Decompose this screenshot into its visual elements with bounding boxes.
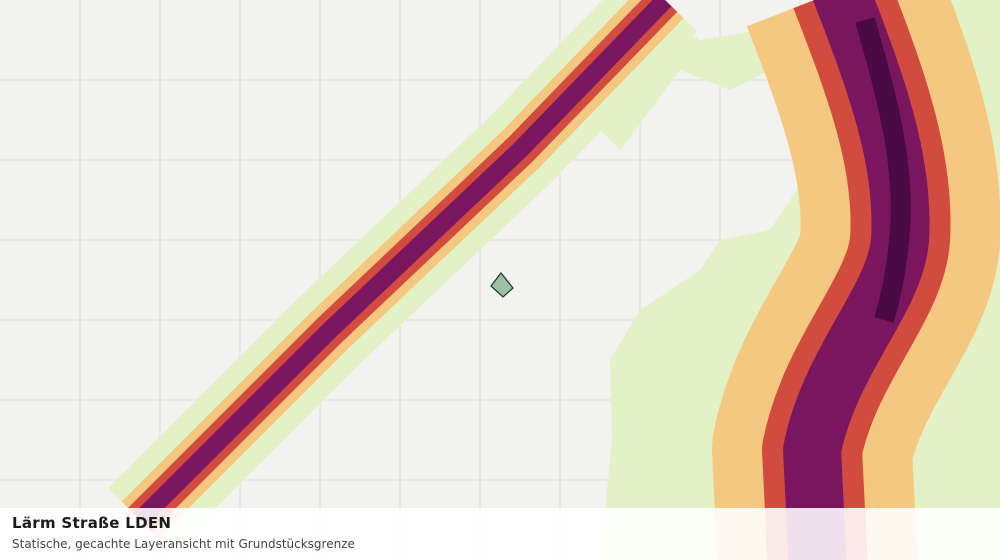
layer-subtitle: Statische, gecachte Layeransicht mit Gru… (12, 537, 355, 551)
noise-highway (712, 0, 1000, 560)
parcel-boundary (490, 272, 514, 298)
caption-bar: Lärm Straße LDEN Statische, gecachte Lay… (0, 508, 1000, 560)
layer-title: Lärm Straße LDEN (12, 514, 172, 532)
noise-diagonal (108, 0, 698, 552)
